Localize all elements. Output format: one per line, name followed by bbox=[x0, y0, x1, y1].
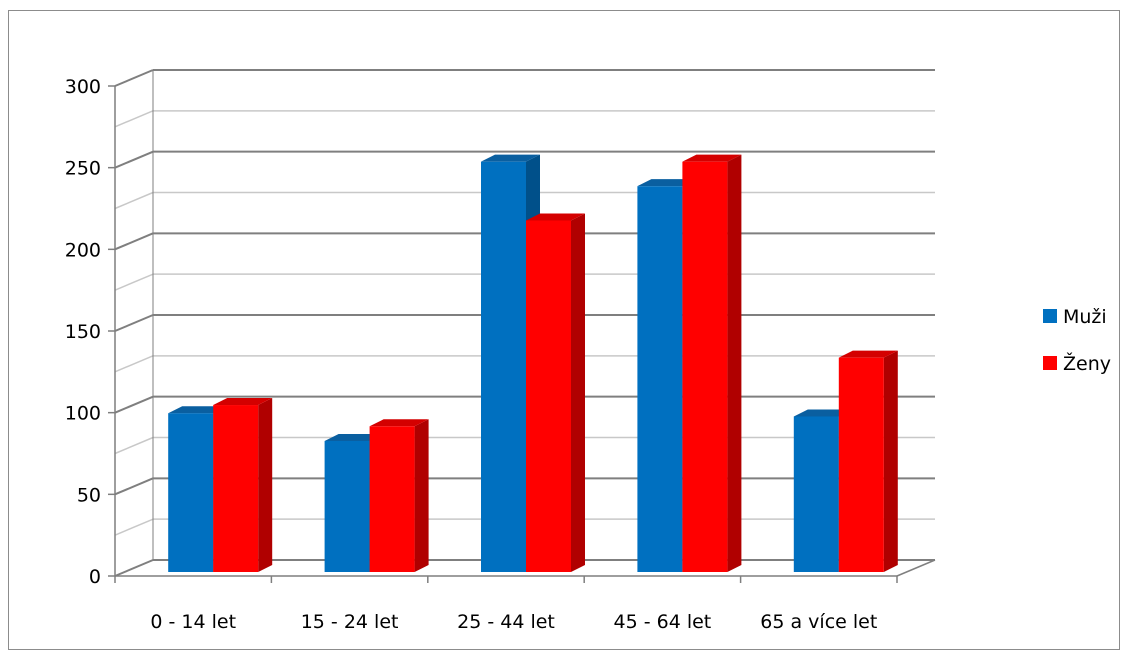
y-tick-label: 0 bbox=[89, 566, 101, 588]
bar-side bbox=[727, 154, 742, 572]
bar bbox=[324, 440, 370, 572]
gridline-side bbox=[114, 395, 154, 414]
bar-side bbox=[883, 350, 898, 572]
bar bbox=[838, 357, 884, 572]
y-tick-label: 300 bbox=[65, 76, 101, 98]
bar-side bbox=[571, 213, 585, 572]
gridline-side bbox=[114, 518, 154, 536]
bar-top bbox=[637, 179, 697, 187]
bar-top bbox=[369, 419, 429, 427]
x-tick-label: 65 a více let bbox=[760, 611, 877, 633]
x-tick-label: 45 - 64 let bbox=[614, 611, 712, 633]
bar bbox=[369, 426, 415, 572]
y-tick-label: 200 bbox=[65, 239, 101, 261]
bar-top bbox=[526, 213, 585, 221]
gridline-side bbox=[114, 273, 154, 291]
bar bbox=[168, 413, 214, 572]
legend-swatch bbox=[1043, 356, 1057, 370]
bar-top bbox=[481, 154, 540, 162]
bar-top bbox=[213, 398, 273, 406]
bar bbox=[682, 161, 728, 572]
legend-label: Ženy bbox=[1063, 352, 1111, 375]
gridline-side bbox=[114, 191, 154, 210]
gridline-side bbox=[114, 232, 154, 251]
bar bbox=[481, 161, 526, 572]
legend-label: Muži bbox=[1063, 306, 1107, 328]
bar bbox=[213, 405, 259, 572]
bar-top bbox=[682, 154, 742, 162]
gridline-side bbox=[114, 150, 154, 169]
x-tick-label: 15 - 24 let bbox=[301, 611, 399, 633]
bar-top bbox=[168, 406, 228, 414]
gridline-side bbox=[114, 559, 154, 577]
gridline-side bbox=[114, 355, 154, 373]
gridline-side bbox=[114, 436, 154, 455]
bar-top bbox=[793, 409, 853, 417]
x-tick-label: 0 - 14 let bbox=[150, 611, 236, 633]
y-tick-label: 100 bbox=[65, 403, 101, 425]
x-tick-label: 25 - 44 let bbox=[457, 611, 555, 633]
bar-top bbox=[838, 350, 898, 358]
bar bbox=[526, 220, 571, 572]
bar bbox=[637, 186, 683, 572]
bar-side bbox=[258, 398, 273, 572]
y-tick-label: 250 bbox=[65, 158, 101, 180]
gridline-side bbox=[114, 477, 154, 496]
bar bbox=[793, 416, 839, 572]
gridline-side bbox=[114, 314, 154, 332]
gridline-side bbox=[114, 69, 154, 87]
floor-edge bbox=[896, 559, 936, 577]
gridline-side bbox=[114, 110, 154, 128]
legend-swatch bbox=[1043, 309, 1057, 323]
bar-top bbox=[324, 433, 384, 441]
y-tick-label: 150 bbox=[65, 321, 101, 343]
bar-side bbox=[414, 419, 429, 572]
y-tick-label: 50 bbox=[77, 484, 101, 506]
